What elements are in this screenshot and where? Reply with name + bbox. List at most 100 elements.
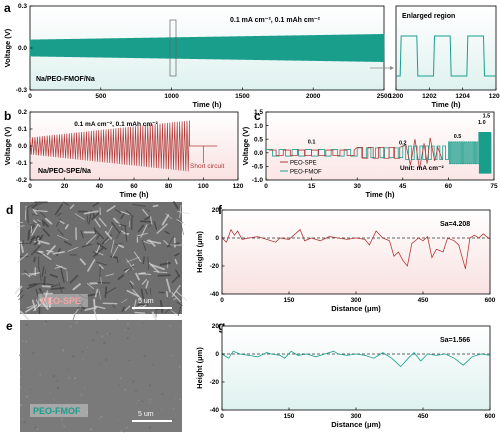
sem-image-peo-fmof <box>20 320 182 432</box>
panel-a-letter: a <box>4 1 11 15</box>
x-tick-label: 60 <box>130 183 138 190</box>
x-tick-label: 300 <box>351 413 362 420</box>
panel-b-axes: 0 20 40 60 80 100 120 -0.2 -0.1 0.0 0.1 0.2 Time (h)… <box>3 109 244 199</box>
panel-a-condition: 0.1 mA cm⁻², 0.1 mAh cm⁻² <box>230 17 321 24</box>
x-tick-label: 1200 <box>389 93 404 100</box>
x-axis-label: Distance (μm) <box>331 420 381 429</box>
panel-f-letter: f <box>218 203 223 217</box>
panel-a-inset-trace <box>396 35 496 77</box>
panel-a-axes: 0 500 1000 1500 2000 2500 -0.3 0.0 0.3 Time (h) Vo… <box>3 3 392 109</box>
sem-d-scale-label: 5 um <box>138 298 154 305</box>
y-axis-label: Voltage (V) <box>3 28 12 67</box>
sem-d-label-bg <box>38 294 88 307</box>
y-tick-label: -40 <box>210 407 220 414</box>
panel-a-inset-axes: 1200 1202 1204 1206 Time (h) <box>389 87 500 109</box>
y-tick-label: 0.2 <box>18 109 27 116</box>
x-tick-label: 1204 <box>455 93 470 100</box>
panel-g-frame <box>221 325 491 411</box>
x-axis-label: Time (h) <box>365 190 395 199</box>
x-tick-label: 0 <box>264 183 268 190</box>
x-tick-label: 15 <box>308 183 316 190</box>
x-tick-label: 30 <box>354 183 362 190</box>
y-tick-label: -40 <box>210 291 220 298</box>
x-tick-label: 1202 <box>422 93 437 100</box>
panel-g-axes: 0 150 300 450 600 -40 -20 0 20 Distance (μm) Heigh… <box>195 323 496 429</box>
panel-c-legend: PEO-SPE PEO-FMOF <box>280 161 322 176</box>
x-tick-label: 2500 <box>377 93 392 100</box>
x-tick-label: 500 <box>95 93 106 100</box>
y-tick-label: 0.3 <box>18 3 27 10</box>
x-axis-label: Distance (μm) <box>331 304 381 313</box>
c-rate-label: 0.2 <box>399 141 407 147</box>
c-peo-spe-line <box>269 137 443 170</box>
panel-b-cell-label: Na/PEO-SPE/Na <box>38 168 91 175</box>
x-tick-label: 0 <box>28 93 32 100</box>
a-cycling-line <box>29 33 385 63</box>
x-axis-label: Time (h) <box>431 100 461 109</box>
y-tick-label: 0.0 <box>18 45 27 52</box>
panel-c-letter: c <box>254 109 261 123</box>
panel-c-unit: Unit: mA cm⁻² <box>400 165 444 172</box>
y-tick-label: 20 <box>212 207 220 214</box>
y-tick-label: 20 <box>212 323 220 330</box>
y-tick-label: 0.5 <box>254 136 263 143</box>
x-tick-label: 120 <box>233 183 244 190</box>
legend-peo-fmof: PEO-FMOF <box>290 170 322 176</box>
panel-f-sa: Sa=4.208 <box>440 221 470 228</box>
x-tick-label: 600 <box>485 413 496 420</box>
height-profile-line <box>221 350 491 368</box>
c-peo-fmof-line <box>266 132 492 174</box>
sem-d-texture <box>14 201 190 325</box>
y-tick-label: 1.5 <box>254 109 263 116</box>
y-tick-label: 0.1 <box>18 126 27 133</box>
y-tick-label: -20 <box>210 263 220 270</box>
x-tick-label: 45 <box>399 183 407 190</box>
sem-e-label-bg <box>30 404 88 417</box>
legend-peo-spe: PEO-SPE <box>290 161 317 167</box>
y-tick-label: -0.2 <box>16 177 28 184</box>
y-tick-label: -1.0 <box>252 177 264 184</box>
panel-f-frame <box>221 209 491 295</box>
panel-a-inset-frame <box>395 5 497 91</box>
sem-d-label: PEO-SPE <box>41 296 81 306</box>
x-tick-label: 20 <box>61 183 69 190</box>
x-tick-label: 1206 <box>489 93 500 100</box>
panel-d-letter: d <box>6 203 13 217</box>
y-tick-label: -0.1 <box>16 160 28 167</box>
x-tick-label: 2000 <box>306 93 321 100</box>
x-tick-label: 75 <box>490 183 498 190</box>
y-tick-label: 0 <box>215 235 219 242</box>
y-tick-label: 1.0 <box>254 123 263 130</box>
panel-g-sa: Sa=1.566 <box>440 337 470 344</box>
panel-a-zoom-box <box>169 19 177 77</box>
y-tick-label: -0.5 <box>252 164 264 171</box>
panel-a-inset-title: Enlarged region <box>402 13 455 20</box>
panel-c-trace <box>266 132 492 174</box>
x-tick-label: 60 <box>445 183 453 190</box>
x-tick-label: 150 <box>284 297 295 304</box>
x-tick-label: 40 <box>96 183 104 190</box>
x-axis-label: Time (h) <box>192 100 222 109</box>
panel-e-letter: e <box>6 319 13 333</box>
x-tick-label: 1000 <box>164 93 179 100</box>
c-rate-label: 1.5 <box>483 113 491 119</box>
sem-e-texture <box>19 319 182 433</box>
panel-f-trace <box>221 228 491 269</box>
x-tick-label: 1500 <box>235 93 250 100</box>
panel-a-arrow-head <box>390 66 394 70</box>
panel-f-axes: 0 150 300 450 600 -40 -20 0 20 Distance (μm) Heigh… <box>195 207 496 313</box>
c-rate-label: 1.0 <box>478 120 486 126</box>
x-tick-label: 150 <box>284 413 295 420</box>
panel-c-rate-labels: 0.1 0.2 0.5 1.01.5 <box>308 113 490 146</box>
a-inset-line <box>396 35 496 77</box>
y-tick-label: -0.3 <box>16 87 28 94</box>
b-cycling-line <box>29 120 218 172</box>
y-tick-label: 0 <box>215 351 219 358</box>
y-axis-label: Voltage (V) <box>3 126 12 165</box>
panel-g-trace <box>221 350 491 368</box>
panel-a-cell-label: Na/PEO-FMOF/Na <box>36 76 95 83</box>
c-rate-label: 0.5 <box>454 134 462 140</box>
x-axis-label: Time (h) <box>119 190 149 199</box>
x-tick-label: 600 <box>485 297 496 304</box>
